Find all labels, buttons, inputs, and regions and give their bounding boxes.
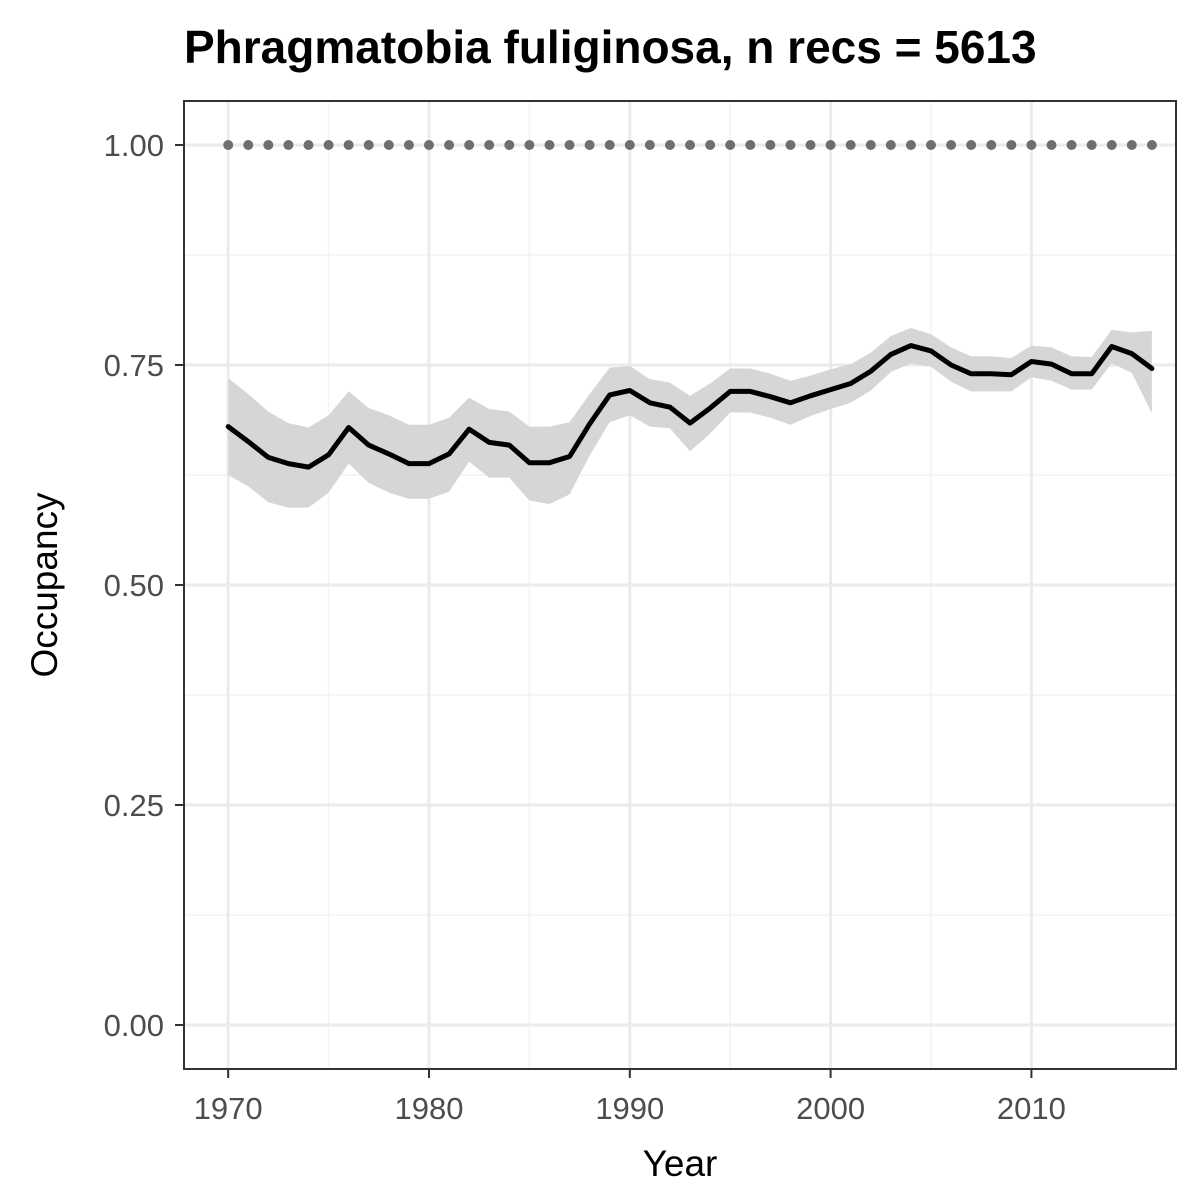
mean-occupancy-line xyxy=(225,343,1155,470)
y-axis-title: Occupancy xyxy=(24,492,65,678)
reference-dot xyxy=(343,140,354,150)
reference-dot xyxy=(504,140,515,150)
reference-dot xyxy=(986,140,997,150)
reference-dot xyxy=(1066,140,1077,150)
reference-dot xyxy=(524,140,535,150)
reference-dot xyxy=(745,140,756,150)
reference-dot xyxy=(1046,140,1057,150)
reference-dot xyxy=(444,140,455,150)
reference-dot xyxy=(263,140,274,150)
reference-dot xyxy=(705,140,716,150)
reference-dots-layer xyxy=(223,140,1157,150)
x-tick-label: 1970 xyxy=(194,1091,263,1126)
mean-line-layer xyxy=(225,343,1155,470)
chart-title: Phragmatobia fuliginosa, n recs = 5613 xyxy=(184,21,1037,73)
confidence-ribbon xyxy=(228,328,1152,508)
reference-dot xyxy=(544,140,555,150)
reference-dot xyxy=(363,140,374,150)
y-tick-label: 0.75 xyxy=(104,348,164,383)
reference-dot xyxy=(464,140,475,150)
reference-dot xyxy=(946,140,957,150)
reference-dot xyxy=(805,140,816,150)
x-tick-label: 2000 xyxy=(796,1091,865,1126)
reference-dot xyxy=(905,140,916,150)
reference-dot xyxy=(484,140,495,150)
reference-dot xyxy=(644,140,655,150)
panel-grid xyxy=(184,101,1176,1069)
reference-dot xyxy=(1106,140,1117,150)
reference-dot xyxy=(223,140,234,150)
reference-dot xyxy=(1006,140,1017,150)
reference-dot xyxy=(323,140,334,150)
reference-dot xyxy=(966,140,977,150)
reference-dot xyxy=(564,140,575,150)
reference-dot xyxy=(1126,140,1137,150)
x-tick-label: 2010 xyxy=(997,1091,1066,1126)
reference-dot xyxy=(725,140,736,150)
reference-dot xyxy=(1026,140,1037,150)
reference-dot xyxy=(664,140,675,150)
reference-dot xyxy=(403,140,414,150)
x-axis-title: Year xyxy=(643,1143,718,1184)
y-tick-label: 0.50 xyxy=(104,568,164,603)
reference-dot xyxy=(584,140,595,150)
reference-dot xyxy=(624,140,635,150)
reference-dot xyxy=(885,140,896,150)
reference-dot xyxy=(1146,140,1157,150)
reference-dot xyxy=(283,140,294,150)
reference-dot xyxy=(825,140,836,150)
reference-dot xyxy=(785,140,796,150)
reference-dot xyxy=(243,140,254,150)
reference-dot xyxy=(303,140,314,150)
reference-dot xyxy=(383,140,394,150)
reference-dot xyxy=(765,140,776,150)
reference-dot xyxy=(685,140,696,150)
confidence-ribbon-layer xyxy=(228,328,1152,508)
y-axis: 0.00 0.25 0.50 0.75 1.00 xyxy=(104,128,184,1043)
x-tick-label: 1980 xyxy=(395,1091,464,1126)
y-tick-label: 1.00 xyxy=(104,128,164,163)
x-tick-label: 1990 xyxy=(595,1091,664,1126)
reference-dot xyxy=(1086,140,1097,150)
reference-dot xyxy=(423,140,434,150)
reference-dot xyxy=(845,140,856,150)
y-tick-label: 0.00 xyxy=(104,1008,164,1043)
reference-dot xyxy=(926,140,937,150)
y-tick-label: 0.25 xyxy=(104,788,164,823)
reference-dot xyxy=(865,140,876,150)
x-axis: 1970 1980 1990 2000 2010 xyxy=(194,1069,1066,1126)
reference-dot xyxy=(604,140,615,150)
